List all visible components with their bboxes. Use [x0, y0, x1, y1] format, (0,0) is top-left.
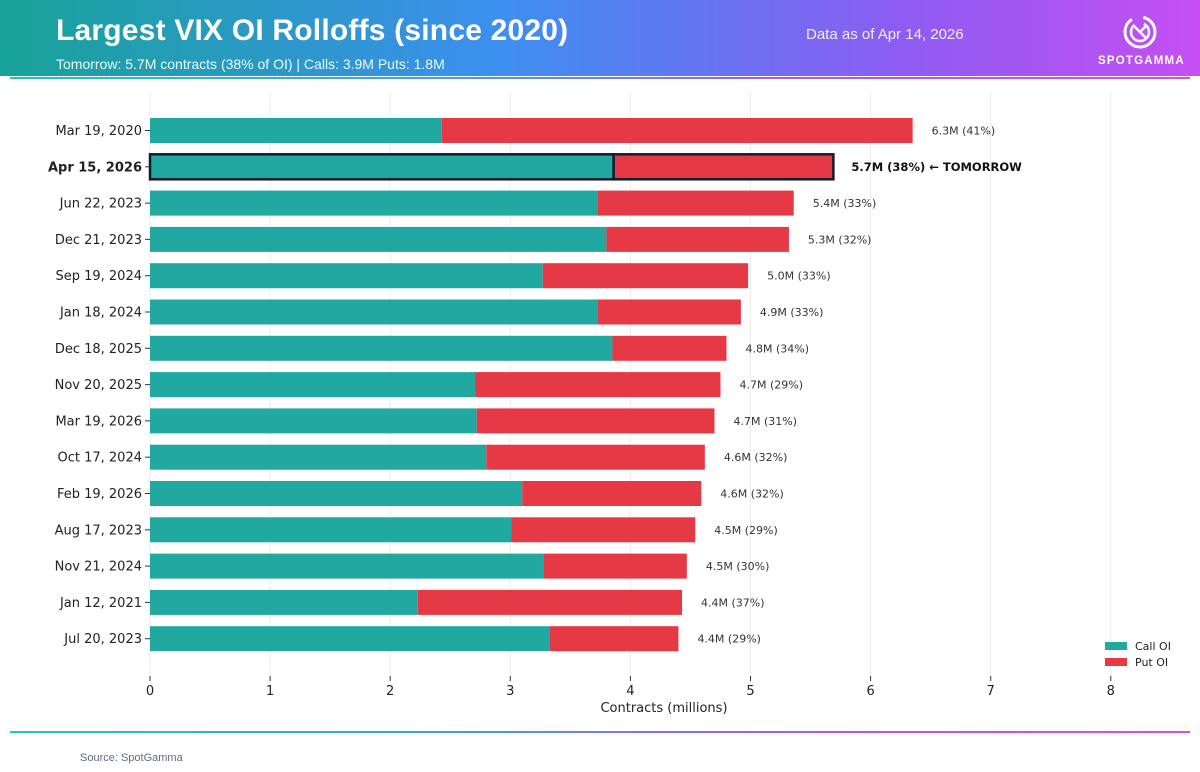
bar-value-label: 5.4M (33%)	[813, 197, 877, 210]
bar-value-label: 4.5M (30%)	[706, 560, 770, 573]
bar-put-oi	[597, 299, 741, 325]
bar-put-oi	[549, 626, 679, 652]
spotgamma-logo-icon	[1123, 15, 1157, 49]
bar-put-oi	[612, 335, 727, 361]
bar-put-oi	[543, 553, 687, 579]
y-category-label: Feb 19, 2026	[57, 487, 142, 502]
bar-value-label: 4.7M (29%)	[739, 379, 803, 392]
bar-value-labels: 6.3M (41%) 5.7M (38%) ← TOMORROW 5.4M (33%…	[697, 125, 1022, 646]
x-tick-label: 3	[506, 684, 514, 699]
bars	[148, 118, 913, 652]
legend: Call OI Put OI	[1105, 640, 1171, 669]
x-axis-ticks: 0 1 2 3 4 5 6 7 8	[146, 676, 1115, 699]
chart-subtitle: Tomorrow: 5.7M contracts (38% of OI) | C…	[56, 56, 445, 72]
y-category-label: Jul 20, 2023	[63, 632, 142, 647]
bar-call-oi	[150, 190, 598, 216]
legend-swatch-put	[1105, 658, 1127, 666]
bar-value-label: 4.7M (31%)	[733, 415, 797, 428]
y-category-label: Aug 17, 2023	[55, 523, 142, 538]
bar-value-label: 5.0M (33%)	[767, 270, 831, 283]
x-tick-label: 7	[987, 684, 995, 699]
bar-put-oi	[542, 263, 749, 289]
y-category-label: Jan 12, 2021	[59, 596, 142, 611]
bar-call-oi	[150, 408, 477, 434]
data-as-of-date: Data as of Apr 14, 2026	[806, 26, 964, 43]
x-tick-label: 5	[746, 684, 754, 699]
bar-call-oi	[150, 444, 487, 470]
bar-put-oi	[486, 444, 705, 470]
bar-value-label: 4.4M (29%)	[697, 633, 761, 646]
bar-value-label: 4.5M (29%)	[714, 524, 778, 537]
y-category-label: Nov 21, 2024	[55, 560, 142, 575]
bar-put-oi	[475, 372, 721, 398]
legend-swatch-call	[1105, 642, 1127, 650]
rolloff-bar-chart: Mar 19, 2020 Apr 15, 2026 Jun 22, 2023 Dec …	[48, 92, 1171, 716]
y-axis-labels: Mar 19, 2020 Apr 15, 2026 Jun 22, 2023 Dec …	[48, 124, 150, 647]
bar-value-label: 5.3M (32%)	[808, 233, 872, 246]
bar-value-label: 4.4M (37%)	[701, 596, 765, 609]
y-category-label: Apr 15, 2026	[48, 160, 142, 175]
chart-title: Largest VIX OI Rolloffs (since 2020)	[56, 14, 569, 47]
bar-call-oi	[150, 517, 512, 543]
bar-value-label: 6.3M (41%)	[932, 125, 996, 138]
bar-call-oi	[150, 226, 607, 252]
x-tick-label: 8	[1107, 684, 1115, 699]
y-category-label: Jan 18, 2024	[59, 306, 142, 321]
bar-call-oi	[150, 372, 476, 398]
x-tick-label: 0	[146, 684, 154, 699]
bar-call-oi	[150, 626, 550, 652]
bar-put-oi	[522, 481, 702, 506]
y-category-label: Dec 21, 2023	[55, 233, 142, 248]
y-category-label: Dec 18, 2025	[55, 342, 142, 357]
y-category-label: Mar 19, 2020	[55, 124, 142, 139]
bar-put-oi	[441, 118, 913, 143]
bar-put-oi	[606, 226, 789, 252]
footer-divider	[10, 731, 1190, 733]
x-axis-title: Contracts (millions)	[600, 701, 727, 716]
x-tick-label: 4	[626, 684, 634, 699]
legend-label-put: Put OI	[1135, 656, 1168, 669]
y-category-label: Nov 20, 2025	[55, 378, 142, 393]
x-tick-label: 2	[386, 684, 394, 699]
bar-call-oi	[150, 118, 442, 143]
y-category-label: Sep 19, 2024	[55, 269, 142, 284]
bar-highlight-outline	[612, 153, 835, 181]
bar-value-label: 4.6M (32%)	[720, 488, 784, 501]
bar-call-oi	[150, 299, 598, 325]
bar-value-label: 4.6M (32%)	[724, 451, 788, 464]
bar-call-oi	[150, 263, 543, 289]
bar-value-label: 4.9M (33%)	[760, 306, 824, 319]
x-tick-label: 6	[866, 684, 874, 699]
bar-put-oi	[476, 408, 715, 434]
bar-put-oi	[597, 190, 794, 216]
header-divider	[10, 77, 1190, 79]
bar-call-oi	[150, 335, 613, 361]
bar-put-oi	[417, 589, 683, 615]
bar-put-oi	[613, 154, 834, 180]
y-category-label: Oct 17, 2024	[58, 451, 143, 466]
source-note: Source: SpotGamma	[80, 752, 183, 764]
x-tick-label: 1	[266, 684, 274, 699]
y-category-label: Mar 19, 2026	[55, 414, 142, 429]
y-category-label: Jun 22, 2023	[59, 197, 142, 212]
legend-label-call: Call OI	[1135, 640, 1171, 653]
brand-name: SPOTGAMMA	[1098, 55, 1185, 67]
bar-call-oi	[150, 589, 418, 615]
grid-lines	[149, 92, 1112, 676]
bar-call-oi	[150, 481, 523, 506]
bar-value-label: 4.8M (34%)	[745, 342, 809, 355]
bar-call-oi	[150, 553, 544, 579]
header-banner: Largest VIX OI Rolloffs (since 2020) Tom…	[0, 0, 1200, 76]
bar-value-label: 5.7M (38%) ← TOMORROW	[851, 160, 1022, 174]
bar-put-oi	[511, 517, 696, 543]
bar-call-oi	[150, 154, 614, 180]
